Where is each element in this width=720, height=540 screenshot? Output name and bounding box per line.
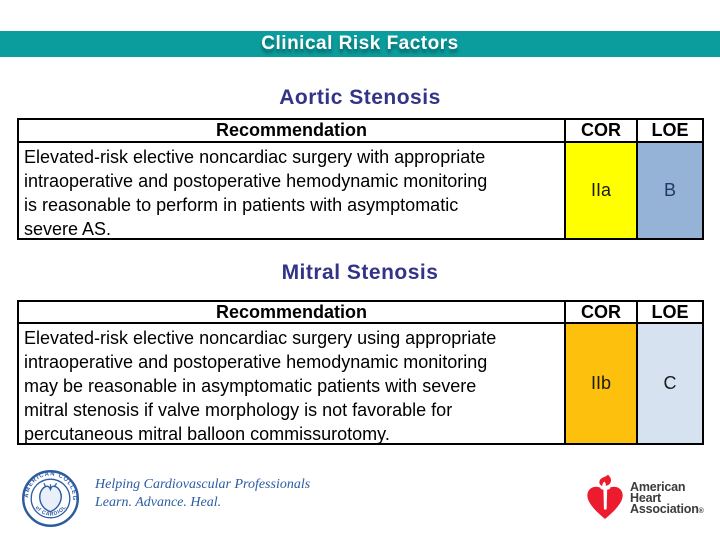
- aha-heart-torch-icon: [587, 474, 623, 519]
- aha-wordmark-line1: American: [630, 480, 686, 494]
- acc-tagline-line2: Learn. Advance. Heal.: [95, 495, 222, 510]
- acc-tagline-line1: Helping Cardiovascular Professionals: [95, 477, 311, 492]
- loe-value-cell: B: [636, 143, 702, 238]
- cor-value-cell: IIb: [564, 324, 636, 443]
- slide-title: Clinical Risk Factors: [261, 33, 459, 54]
- aha-wordmark: American Heart Association®: [630, 474, 704, 517]
- aortic-stenosis-table: Recommendation COR LOE Elevated-risk ele…: [17, 118, 704, 240]
- acc-seal-icon: AMERICAN COLLEGE of CARDIOLOGY: [21, 469, 79, 527]
- column-header-cor: COR: [564, 120, 636, 143]
- loe-value-cell: C: [636, 324, 702, 443]
- recommendation-text: Elevated-risk elective noncardiac surger…: [24, 147, 488, 238]
- section-heading-mitral-stenosis: Mitral Stenosis: [281, 261, 439, 284]
- column-header-recommendation: Recommendation: [19, 120, 564, 143]
- column-header-loe: LOE: [636, 120, 702, 143]
- column-header-loe: LOE: [636, 302, 702, 324]
- aha-logo: American Heart Association®: [585, 474, 704, 522]
- cor-value-cell: IIa: [564, 143, 636, 238]
- aha-wordmark-line3: Association®: [630, 502, 704, 516]
- column-header-recommendation: Recommendation: [19, 302, 564, 324]
- registered-mark: ®: [698, 508, 704, 515]
- mitral-stenosis-table: Recommendation COR LOE Elevated-risk ele…: [17, 300, 704, 445]
- title-banner: Clinical Risk Factors: [0, 31, 720, 57]
- aha-wordmark-line2: Heart: [630, 491, 661, 505]
- section-heading-aortic-stenosis: Aortic Stenosis: [279, 86, 441, 109]
- column-header-cor: COR: [564, 302, 636, 324]
- recommendation-text: Elevated-risk elective noncardiac surger…: [24, 328, 497, 443]
- acc-tagline: Helping Cardiovascular Professionals Lea…: [95, 477, 310, 511]
